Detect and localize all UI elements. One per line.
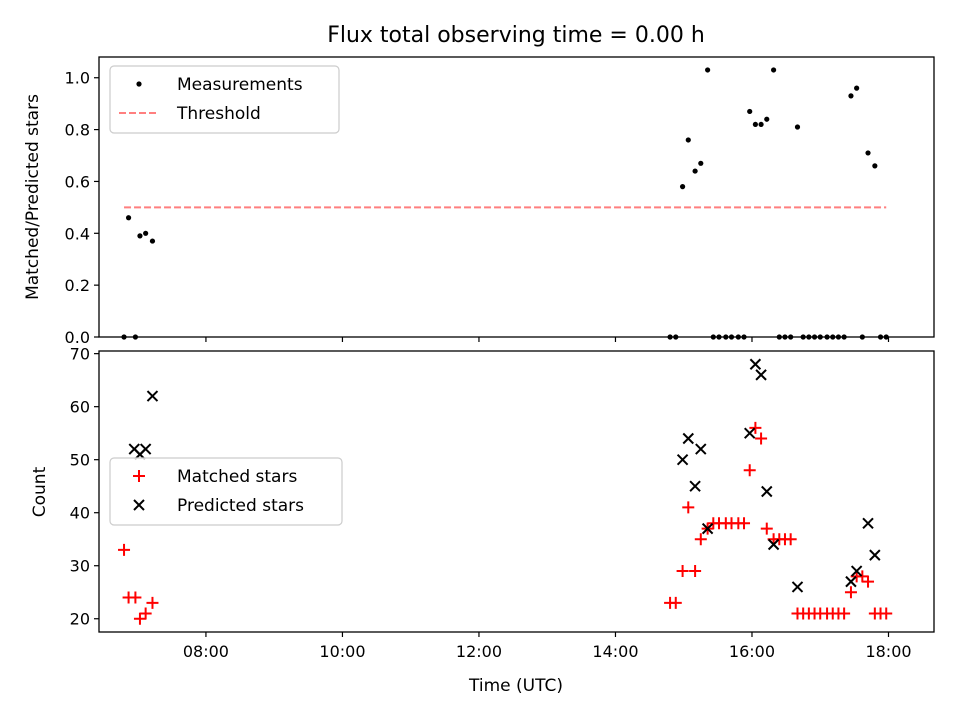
top-series-1-point (848, 93, 854, 99)
top-y-tick-label: 0.0 (65, 328, 90, 347)
top-series-1-point (770, 67, 777, 73)
bottom-series-1-point (844, 586, 857, 599)
bottom-series-2-point (850, 565, 863, 577)
bottom-series-2-point (845, 575, 857, 588)
top-y-tick-label: 0.2 (65, 276, 90, 295)
bottom-series-1-point (669, 596, 682, 609)
bottom-x-tick-label: 14:00 (592, 642, 638, 661)
top-series-1-point (764, 116, 770, 122)
bottom-plot-frame (98, 350, 935, 633)
bottom-series-1-point (784, 533, 797, 546)
bottom-series-1-point (856, 570, 869, 583)
bottom-axis-ticks: 20 30 40 50 60 70 08:00 10:00 12:00 14:00 16:00 18:… (70, 345, 912, 661)
bottom-x-tick-label: 12:00 (456, 642, 502, 661)
top-series-1-point (125, 215, 132, 221)
bottom-series-2-point (695, 443, 707, 455)
legend-predicted-label: Predicted stars (177, 496, 304, 516)
bottom-series-2-point (689, 480, 701, 492)
bottom-series-2-point (744, 427, 756, 439)
bottom-series-1-point (760, 522, 773, 535)
top-series-1-point (747, 108, 753, 115)
top-plot-frame (98, 56, 935, 338)
bottom-series-2-point (761, 485, 773, 498)
bottom-series-2-point (869, 549, 881, 561)
bottom-y-tick-label: 20 (70, 610, 90, 629)
bottom-series-1-point (862, 575, 875, 588)
legend-matched-label: Matched stars (177, 467, 297, 487)
bottom-x-tick-label: 10:00 (319, 642, 365, 661)
bottom-series-1-point (755, 432, 768, 445)
top-y-tick-label: 0.6 (65, 172, 90, 191)
top-plot-marks (121, 67, 889, 340)
top-y-tick-label: 0.4 (65, 224, 90, 243)
bottom-y-axis-label: Count (30, 466, 50, 517)
bottom-plot-marks (118, 358, 893, 625)
bottom-series-1-point (118, 543, 131, 556)
bottom-y-tick-label: 30 (70, 557, 90, 576)
top-legend: Measurements Threshold (109, 65, 340, 134)
bottom-series-1-point (682, 501, 695, 514)
legend-measurements-label: Measurements (177, 75, 303, 95)
top-legend-box (109, 65, 340, 134)
bottom-series-1-point (749, 421, 762, 434)
bottom-y-tick-label: 50 (70, 451, 90, 470)
bottom-y-tick-label: 40 (70, 504, 90, 523)
bottom-series-2-point (676, 453, 689, 466)
top-y-tick-label: 0.8 (65, 121, 90, 140)
bottom-series-1-point (133, 612, 146, 625)
bottom-series-1-point (880, 607, 893, 620)
bottom-y-tick-label: 70 (70, 345, 90, 364)
legend-threshold-label: Threshold (176, 104, 261, 124)
bottom-series-1-point (694, 533, 707, 546)
top-series-1-point (143, 230, 149, 236)
bottom-series-2-point (701, 522, 714, 535)
bottom-series-2-point (682, 432, 694, 445)
bottom-y-tick-label: 60 (70, 398, 90, 417)
top-series-1-point (685, 137, 691, 143)
bottom-x-axis-label: Time (UTC) (468, 676, 563, 696)
bottom-series-1-point (689, 565, 702, 578)
top-series-1-point (794, 124, 801, 130)
bottom-series-1-point (129, 591, 142, 604)
top-series-1-point (865, 150, 871, 156)
top-series-1-point (692, 168, 698, 174)
bottom-legend: Matched stars Predicted stars (109, 457, 343, 526)
bottom-series-2-point (767, 538, 780, 551)
top-series-1-point (149, 238, 156, 244)
top-y-tick-label: 1.0 (65, 69, 90, 88)
legend-predicted-marker (133, 499, 145, 511)
top-series-1-point (137, 233, 143, 239)
bottom-series-1-point (676, 565, 689, 578)
top-series-1-point (854, 85, 860, 91)
top-series-1-point (872, 163, 878, 169)
bottom-x-tick-label: 08:00 (183, 642, 229, 661)
top-y-axis-label: Matched/Predicted stars (23, 94, 43, 300)
top-series-1-point (705, 67, 711, 73)
bottom-series-1-point (838, 607, 851, 620)
bottom-series-2-point (749, 358, 762, 370)
bottom-series-2-point (146, 390, 159, 402)
top-series-1-point (752, 121, 758, 128)
bottom-legend-box (109, 457, 343, 526)
legend-measurements-marker (136, 81, 142, 87)
top-series-1-point (698, 160, 704, 166)
bottom-series-2-point (755, 369, 767, 381)
bottom-x-tick-label: 18:00 (865, 642, 911, 661)
bottom-panel: 20 30 40 50 60 70 08:00 10:00 12:00 14:00 16:00 18:… (30, 345, 935, 696)
top-series-1-point (758, 121, 764, 128)
bottom-series-2-point (862, 517, 874, 530)
top-axis-ticks: 0.0 0.2 0.4 0.6 0.8 1.0 (65, 69, 890, 347)
top-panel: 0.0 0.2 0.4 0.6 0.8 1.0 Matched/Predicted sta… (23, 56, 935, 347)
figure-title: Flux total observing time = 0.00 h (327, 23, 705, 48)
bottom-series-2-point (791, 581, 804, 593)
bottom-series-1-point (738, 517, 751, 530)
legend-matched-marker (133, 470, 145, 482)
bottom-series-1-point (139, 607, 152, 620)
top-series-1-point (679, 184, 686, 190)
bottom-series-2-point (139, 443, 152, 455)
bottom-series-1-point (146, 596, 159, 609)
bottom-series-1-point (743, 464, 756, 477)
bottom-x-tick-label: 16:00 (729, 642, 775, 661)
